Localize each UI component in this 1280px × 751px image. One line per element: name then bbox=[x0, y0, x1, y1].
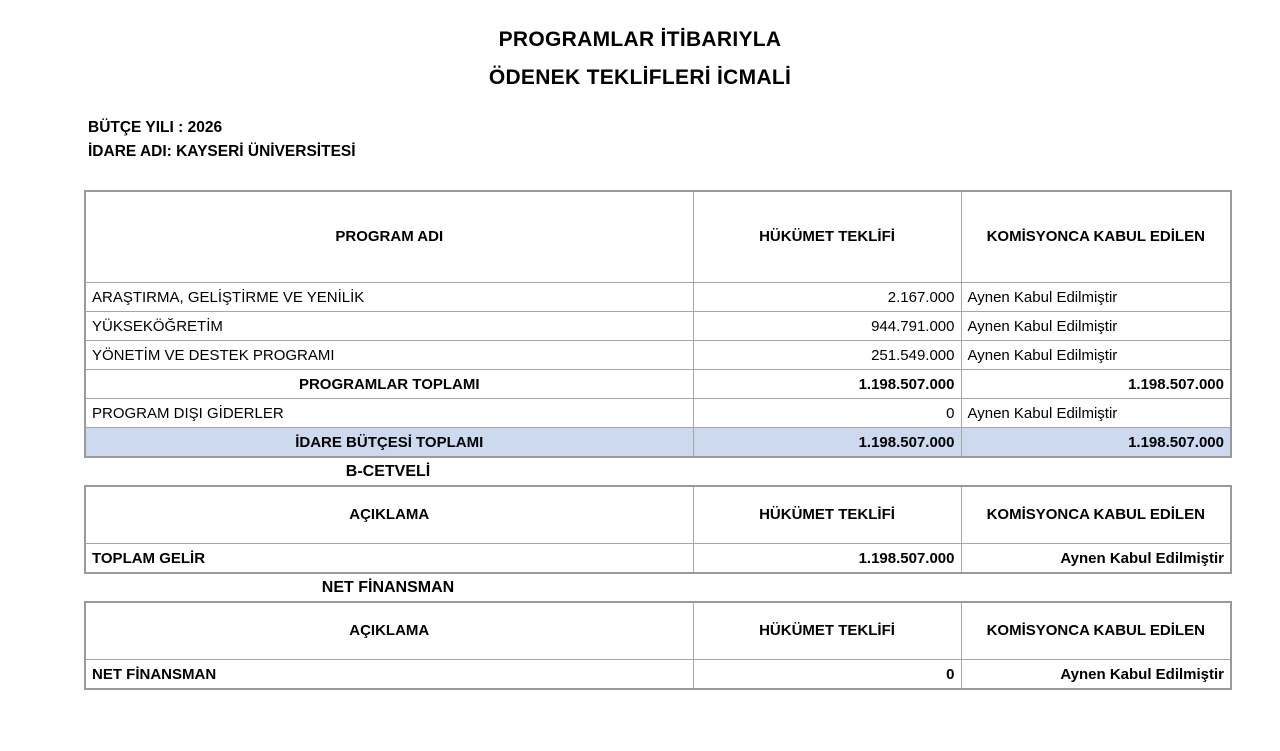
cell-commission-accepted: Aynen Kabul Edilmiştir bbox=[960, 282, 1232, 313]
column-header-commission-accepted: KOMİSYONCA KABUL EDİLEN bbox=[960, 601, 1232, 661]
table-row-total-revenue: TOPLAM GELİR 1.198.507.000 Aynen Kabul E… bbox=[84, 543, 1232, 574]
cell-government-proposal: 0 bbox=[692, 659, 962, 690]
program-table-wrapper: PROGRAM ADI HÜKÜMET TEKLİFİ KOMİSYONCA K… bbox=[0, 190, 1280, 459]
net-finansman-header-row: AÇIKLAMA HÜKÜMET TEKLİFİ KOMİSYONCA KABU… bbox=[84, 601, 1232, 661]
column-header-description: AÇIKLAMA bbox=[84, 601, 694, 661]
cell-government-proposal: 944.791.000 bbox=[692, 311, 962, 342]
program-appropriations-table: PROGRAM ADI HÜKÜMET TEKLİFİ KOMİSYONCA K… bbox=[84, 190, 1232, 459]
cell-commission-accepted: Aynen Kabul Edilmiştir bbox=[960, 340, 1232, 371]
cell-commission-accepted: 1.198.507.000 bbox=[960, 369, 1232, 400]
column-header-commission-accepted: KOMİSYONCA KABUL EDİLEN bbox=[960, 485, 1232, 545]
cell-program-name: ARAŞTIRMA, GELİŞTİRME VE YENİLİK bbox=[84, 282, 694, 313]
document-title-line-1: PROGRAMLAR İTİBARIYLA bbox=[498, 28, 782, 51]
net-finansman-table: AÇIKLAMA HÜKÜMET TEKLİFİ KOMİSYONCA KABU… bbox=[84, 601, 1232, 691]
cell-program-name: YÖNETİM VE DESTEK PROGRAMI bbox=[84, 340, 694, 371]
cell-commission-accepted: Aynen Kabul Edilmiştir bbox=[960, 311, 1232, 342]
cell-program-name: İDARE BÜTÇESİ TOPLAMI bbox=[84, 427, 694, 458]
section-caption-b-cetveli: B-CETVELİ bbox=[345, 463, 431, 481]
cell-government-proposal: 1.198.507.000 bbox=[692, 369, 962, 400]
section-caption-net-finansman: NET FİNANSMAN bbox=[321, 579, 455, 597]
table-row: YÖNETİM VE DESTEK PROGRAMI 251.549.000 A… bbox=[84, 340, 1232, 371]
b-cetveli-table: AÇIKLAMA HÜKÜMET TEKLİFİ KOMİSYONCA KABU… bbox=[84, 485, 1232, 575]
table-row: ARAŞTIRMA, GELİŞTİRME VE YENİLİK 2.167.0… bbox=[84, 282, 1232, 313]
column-header-program-name: PROGRAM ADI bbox=[84, 190, 694, 284]
cell-commission-accepted: Aynen Kabul Edilmiştir bbox=[960, 659, 1232, 690]
column-header-description: AÇIKLAMA bbox=[84, 485, 694, 545]
cell-program-name: YÜKSEKÖĞRETİM bbox=[84, 311, 694, 342]
column-header-commission-accepted: KOMİSYONCA KABUL EDİLEN bbox=[960, 190, 1232, 284]
b-cetveli-table-wrapper: AÇIKLAMA HÜKÜMET TEKLİFİ KOMİSYONCA KABU… bbox=[0, 485, 1280, 575]
cell-description: TOPLAM GELİR bbox=[84, 543, 694, 574]
cell-government-proposal: 251.549.000 bbox=[692, 340, 962, 371]
document-meta-block: BÜTÇE YILI : 2026 İDARE ADI: KAYSERİ ÜNİ… bbox=[0, 116, 1280, 164]
cell-government-proposal: 1.198.507.000 bbox=[692, 543, 962, 574]
administration-name-label: İDARE ADI: KAYSERİ ÜNİVERSİTESİ bbox=[88, 143, 356, 161]
column-header-government-proposal: HÜKÜMET TEKLİFİ bbox=[692, 190, 962, 284]
document-page: PROGRAMLAR İTİBARIYLA ÖDENEK TEKLİFLERİ … bbox=[0, 28, 1280, 751]
table-row: YÜKSEKÖĞRETİM 944.791.000 Aynen Kabul Ed… bbox=[84, 311, 1232, 342]
column-header-government-proposal: HÜKÜMET TEKLİFİ bbox=[692, 601, 962, 661]
cell-description: NET FİNANSMAN bbox=[84, 659, 694, 690]
table-row-programs-total: PROGRAMLAR TOPLAMI 1.198.507.000 1.198.5… bbox=[84, 369, 1232, 400]
cell-government-proposal: 2.167.000 bbox=[692, 282, 962, 313]
cell-commission-accepted: 1.198.507.000 bbox=[960, 427, 1232, 458]
column-header-government-proposal: HÜKÜMET TEKLİFİ bbox=[692, 485, 962, 545]
cell-program-name: PROGRAM DIŞI GİDERLER bbox=[84, 398, 694, 429]
b-cetveli-header-row: AÇIKLAMA HÜKÜMET TEKLİFİ KOMİSYONCA KABU… bbox=[84, 485, 1232, 545]
document-title-line-2: ÖDENEK TEKLİFLERİ İCMALİ bbox=[488, 66, 792, 89]
cell-government-proposal: 0 bbox=[692, 398, 962, 429]
program-table-header-row: PROGRAM ADI HÜKÜMET TEKLİFİ KOMİSYONCA K… bbox=[84, 190, 1232, 284]
net-finansman-table-wrapper: AÇIKLAMA HÜKÜMET TEKLİFİ KOMİSYONCA KABU… bbox=[0, 601, 1280, 691]
cell-program-name: PROGRAMLAR TOPLAMI bbox=[84, 369, 694, 400]
cell-commission-accepted: Aynen Kabul Edilmiştir bbox=[960, 543, 1232, 574]
table-row: PROGRAM DIŞI GİDERLER 0 Aynen Kabul Edil… bbox=[84, 398, 1232, 429]
cell-commission-accepted: Aynen Kabul Edilmiştir bbox=[960, 398, 1232, 429]
table-row-administration-budget-total: İDARE BÜTÇESİ TOPLAMI 1.198.507.000 1.19… bbox=[84, 427, 1232, 458]
budget-year-label: BÜTÇE YILI : 2026 bbox=[88, 119, 223, 136]
cell-government-proposal: 1.198.507.000 bbox=[692, 427, 962, 458]
table-row-net-financing: NET FİNANSMAN 0 Aynen Kabul Edilmiştir bbox=[84, 659, 1232, 690]
